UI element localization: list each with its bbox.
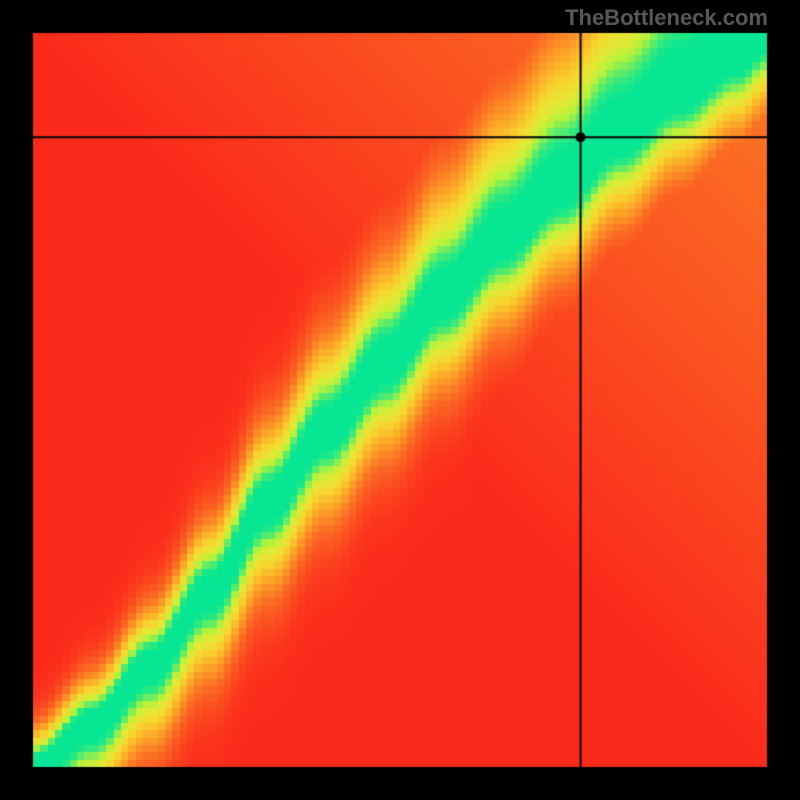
heatmap-canvas xyxy=(0,0,800,800)
chart-container: TheBottleneck.com xyxy=(0,0,800,800)
watermark-text: TheBottleneck.com xyxy=(565,5,768,31)
